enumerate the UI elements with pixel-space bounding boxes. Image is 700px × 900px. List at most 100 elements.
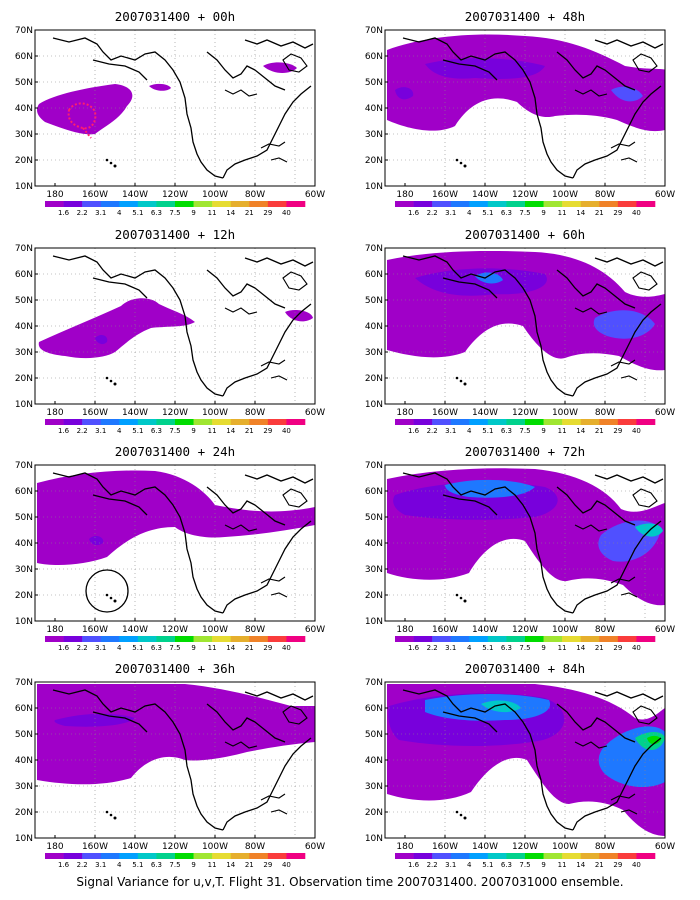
colorbar-label: 4 bbox=[117, 427, 122, 435]
colorbar-label: 7.5 bbox=[519, 427, 530, 435]
lon-tick-label: 100W bbox=[202, 842, 228, 852]
panel-title: 2007031400 + 84h bbox=[465, 661, 585, 676]
colorbar-label: 9 bbox=[191, 427, 195, 435]
lon-tick-label: 100W bbox=[202, 190, 228, 200]
colorbar-label: 14 bbox=[226, 644, 235, 652]
lon-tick-label: 160W bbox=[82, 408, 108, 418]
colorbar-label: 5.1 bbox=[132, 209, 143, 217]
colorbar-label: 7.5 bbox=[169, 861, 180, 869]
variance-region bbox=[415, 268, 547, 296]
colorbar-swatch bbox=[286, 201, 306, 207]
colorbar-swatch bbox=[137, 853, 157, 859]
panel-title: 2007031400 + 48h bbox=[465, 9, 585, 24]
colorbar-swatch bbox=[193, 853, 213, 859]
lon-tick-label: 100W bbox=[552, 625, 578, 635]
lat-tick-label: 60N bbox=[15, 704, 33, 714]
colorbar-swatch bbox=[525, 853, 544, 859]
colorbar-label: 14 bbox=[226, 209, 235, 217]
panel-title: 2007031400 + 12h bbox=[115, 227, 235, 242]
lon-tick-label: 100W bbox=[552, 842, 578, 852]
colorbar-swatch bbox=[286, 419, 306, 425]
lat-tick-label: 50N bbox=[365, 78, 383, 88]
colorbar-swatch bbox=[413, 636, 433, 642]
lon-tick-label: 140W bbox=[472, 408, 498, 418]
colorbar-label: 7.5 bbox=[169, 209, 180, 217]
lon-tick-label: 80W bbox=[595, 842, 615, 852]
lon-tick-label: 60W bbox=[655, 408, 675, 418]
variance-region bbox=[395, 87, 414, 100]
colorbar-label: 2.2 bbox=[77, 861, 88, 869]
colorbar-swatch bbox=[156, 853, 176, 859]
colorbar-swatch bbox=[267, 419, 287, 425]
colorbar: 1.6 2.2 3.1 4 5.1 6.3 7.5 9 11 14 21 29 40 bbox=[395, 636, 656, 652]
colorbar-swatch bbox=[636, 419, 656, 425]
colorbar-swatch bbox=[156, 419, 176, 425]
colorbar-label: 4 bbox=[467, 209, 472, 217]
colorbar-swatch bbox=[63, 636, 83, 642]
colorbar-swatch bbox=[562, 853, 582, 859]
lon-tick-label: 120W bbox=[162, 842, 188, 852]
colorbar-swatch bbox=[119, 853, 139, 859]
colorbar-label: 7.5 bbox=[169, 427, 180, 435]
colorbar-swatch bbox=[137, 201, 157, 207]
colorbar-label: 21 bbox=[595, 644, 604, 652]
map-panel: 2007031400 + 24h 10N 20N 30N 40N 50N 60N 70N 180… bbox=[15, 444, 325, 652]
colorbar-swatch bbox=[286, 853, 306, 859]
lat-tick-label: 20N bbox=[15, 591, 33, 601]
lat-tick-label: 70N bbox=[365, 244, 383, 254]
colorbar-swatch bbox=[249, 636, 269, 642]
colorbar-label: 11 bbox=[208, 644, 217, 652]
colorbar-label: 9 bbox=[541, 209, 545, 217]
colorbar-label: 4 bbox=[117, 644, 122, 652]
colorbar-label: 1.6 bbox=[58, 427, 70, 435]
colorbar-swatch bbox=[432, 201, 452, 207]
colorbar-label: 7.5 bbox=[169, 644, 180, 652]
colorbar-swatch bbox=[636, 201, 656, 207]
lat-tick-label: 10N bbox=[15, 400, 33, 410]
lat-tick-label: 20N bbox=[365, 808, 383, 818]
lat-tick-label: 10N bbox=[15, 617, 33, 627]
lon-tick-label: 60W bbox=[655, 842, 675, 852]
lon-tick-label: 180 bbox=[396, 190, 413, 200]
lat-tick-label: 50N bbox=[15, 296, 33, 306]
colorbar-label: 2.2 bbox=[77, 644, 88, 652]
lat-tick-label: 70N bbox=[15, 461, 33, 471]
colorbar-label: 9 bbox=[541, 861, 545, 869]
colorbar-label: 9 bbox=[541, 427, 545, 435]
colorbar-label: 11 bbox=[208, 209, 217, 217]
colorbar-label: 40 bbox=[632, 861, 641, 869]
colorbar-swatch bbox=[543, 419, 563, 425]
lon-tick-label: 60W bbox=[305, 842, 325, 852]
colorbar-swatch bbox=[487, 419, 507, 425]
map-panel: 2007031400 + 84h 10N 20N 30N 40N 50N 60N 70N 180… bbox=[365, 661, 675, 869]
lat-tick-label: 30N bbox=[365, 130, 383, 140]
colorbar-label: 7.5 bbox=[519, 209, 530, 217]
lon-tick-label: 80W bbox=[595, 408, 615, 418]
colorbar-swatch bbox=[45, 419, 64, 425]
lat-tick-label: 70N bbox=[365, 26, 383, 36]
lon-tick-label: 140W bbox=[122, 408, 148, 418]
lon-tick-label: 100W bbox=[202, 625, 228, 635]
colorbar-label: 11 bbox=[558, 861, 567, 869]
colorbar-swatch bbox=[543, 853, 563, 859]
variance-region bbox=[115, 764, 133, 776]
colorbar-swatch bbox=[450, 201, 470, 207]
colorbar-swatch bbox=[193, 201, 213, 207]
lon-tick-label: 160W bbox=[82, 190, 108, 200]
colorbar-label: 11 bbox=[558, 209, 567, 217]
lon-tick-label: 180 bbox=[46, 842, 63, 852]
lon-tick-label: 100W bbox=[202, 408, 228, 418]
colorbar-label: 6.3 bbox=[501, 427, 512, 435]
lat-tick-label: 10N bbox=[365, 834, 383, 844]
lon-tick-label: 140W bbox=[472, 842, 498, 852]
lat-tick-label: 40N bbox=[15, 756, 33, 766]
lon-tick-label: 140W bbox=[122, 190, 148, 200]
colorbar-label: 14 bbox=[576, 209, 585, 217]
panel-title: 2007031400 + 24h bbox=[115, 444, 235, 459]
lon-tick-label: 120W bbox=[512, 190, 538, 200]
lat-tick-label: 70N bbox=[15, 678, 33, 688]
lon-tick-label: 60W bbox=[305, 190, 325, 200]
colorbar-swatch bbox=[469, 201, 489, 207]
lon-tick-label: 180 bbox=[46, 190, 63, 200]
lat-tick-label: 20N bbox=[365, 156, 383, 166]
